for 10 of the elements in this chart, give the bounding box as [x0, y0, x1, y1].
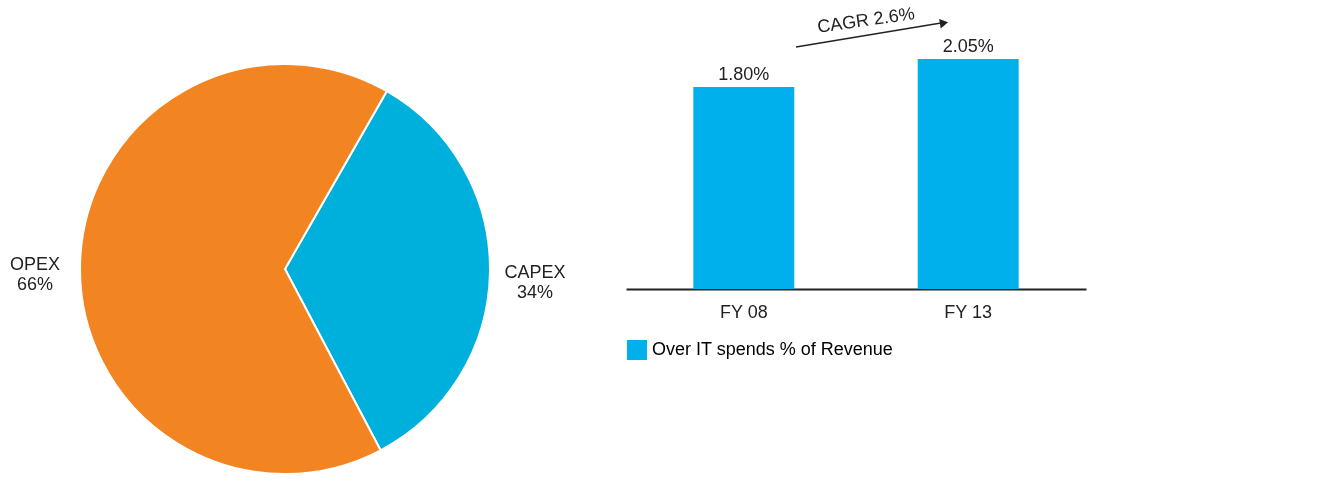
x-tick-label: FY 13	[944, 301, 993, 322]
x-tick-label: FY 08	[719, 301, 768, 322]
slice-label: CAPEX	[504, 262, 566, 283]
slice-label: OPEX	[10, 253, 61, 274]
legend-label: Over IT spends % of Revenue	[652, 339, 893, 359]
data-label: 2.05%	[942, 36, 994, 56]
data-label: 1.80%	[718, 64, 770, 85]
data-label: 66%	[17, 273, 54, 294]
data-label: 34%	[516, 282, 553, 303]
text: CAGR 2.6%	[815, 3, 916, 37]
